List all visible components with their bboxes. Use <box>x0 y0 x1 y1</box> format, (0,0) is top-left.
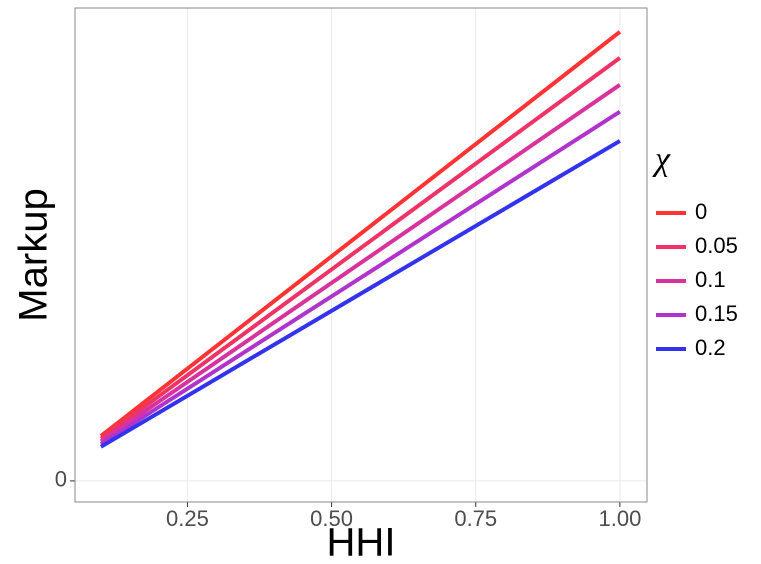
legend-title: χ <box>652 141 671 178</box>
legend-label: 0.15 <box>695 301 738 326</box>
x-tick-label: 0.75 <box>454 506 497 531</box>
legend-label: 0.1 <box>695 267 726 292</box>
legend-label: 0.2 <box>695 335 726 360</box>
series-line <box>99 56 622 441</box>
x-tick-label: 0.25 <box>166 506 209 531</box>
y-axis-label: Markup <box>12 188 56 321</box>
x-tick-label: 1.00 <box>598 506 641 531</box>
legend-label: 0.05 <box>695 233 738 258</box>
plot-border <box>74 7 648 503</box>
series-line <box>99 139 621 449</box>
series-line <box>99 30 622 438</box>
legend-label: 0 <box>695 199 707 224</box>
y-tick-label: 0 <box>55 467 67 492</box>
x-axis-label: HHI <box>327 521 396 564</box>
x-tick-label: 0.50 <box>310 506 353 531</box>
series-line <box>99 83 622 444</box>
series-line <box>99 110 621 446</box>
